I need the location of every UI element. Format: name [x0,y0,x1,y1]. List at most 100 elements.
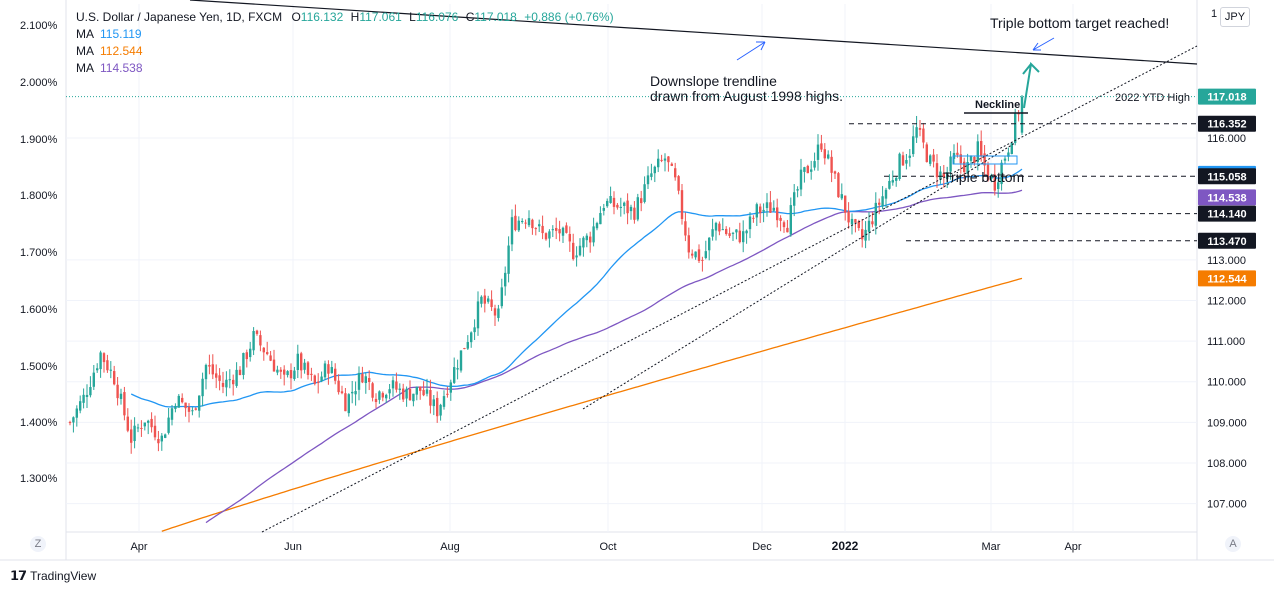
candle [748,212,752,239]
candle-body [442,396,446,407]
candle [558,220,561,242]
candle-body [745,230,748,234]
candle [810,160,813,180]
candle-body [429,390,432,406]
legend-ma-row-3[interactable]: MA 114.538 [76,60,614,77]
candle [772,200,775,212]
legend-ma-row-1[interactable]: MA 115.119 [76,26,614,43]
candle [728,227,731,239]
annotation-text: drawn from August 1998 highs. [650,88,843,104]
candle-body [303,362,306,370]
currency-button[interactable]: JPY [1220,7,1250,27]
candle [939,166,942,184]
candle-body [323,363,327,378]
candle-body [79,401,82,411]
candle [929,154,932,167]
candle [459,350,463,373]
price-axis-label: 114.140 [1198,205,1256,222]
candle [881,186,884,210]
auto-scale-button[interactable]: A [1225,536,1241,552]
candle-body [575,255,578,258]
candle-body [242,353,245,375]
candle [969,155,973,169]
candle [480,295,483,308]
candle-body [354,391,357,395]
right-axis-tick-label: 110.000 [1207,377,1246,389]
candle [874,192,877,235]
candle-body [480,296,483,304]
candle [500,278,503,309]
candle-body [799,169,803,190]
candle-body [238,369,242,376]
candle [636,193,639,222]
candle-body [272,359,276,372]
candle-body [708,237,711,251]
candle [456,359,459,380]
time-axis-tick-label: Apr [1064,541,1081,553]
candle-body [85,394,89,398]
candle-body [891,180,894,183]
candle [255,329,259,336]
zoom-left-button[interactable]: Z [30,536,46,552]
candle-body [932,154,935,162]
candle [330,360,333,374]
candle [527,210,531,228]
candle [949,151,952,180]
candle-body [96,368,99,371]
candle [317,373,320,394]
candle [504,266,507,296]
candle-body [398,388,401,391]
tradingview-brand[interactable]: 𝟭𝟳 TradingView [10,568,96,584]
candle [1010,142,1013,155]
candle [470,331,473,348]
candle [575,246,578,267]
candle [867,211,871,241]
candle-body [204,364,208,380]
candle-body [660,159,663,161]
candle [466,335,469,350]
candle [279,367,282,379]
candle-body [446,393,449,395]
candle [891,170,894,186]
legend-ma-row-2[interactable]: MA 112.544 [76,43,614,60]
candle [150,412,153,433]
candle [789,197,792,237]
candle [194,407,197,411]
candle-body [408,389,412,401]
candle [850,213,854,235]
candle [490,290,493,311]
candle-body [191,410,194,412]
candle-body [194,408,197,410]
candle [541,215,544,240]
ma-1-value: 115.119 [100,27,142,41]
candle [235,362,238,388]
candle [425,378,429,397]
candle-body [881,196,884,207]
candle [633,201,636,224]
candle [130,419,133,454]
ma-1-label: MA [76,27,94,41]
candle [918,120,922,137]
candle-body [174,405,177,409]
candle [908,148,911,167]
candle-body [861,229,864,240]
candle-body [167,417,170,433]
right-axis-tick-label: 109.000 [1207,417,1247,429]
candle [113,365,116,386]
candle [364,372,367,394]
candle-body [674,168,677,178]
candle [102,352,106,373]
ma-100-line [205,189,1023,524]
candle-body [218,375,221,381]
candle-body [742,231,745,243]
right-axis-tick-label: 112.000 [1207,295,1246,307]
candle [402,383,405,403]
triple-bottom-box [952,155,1018,165]
candle [310,367,313,381]
candle [888,174,891,190]
candle-body [541,225,544,234]
candle [419,386,422,400]
candle [796,186,799,198]
candle [184,402,187,417]
